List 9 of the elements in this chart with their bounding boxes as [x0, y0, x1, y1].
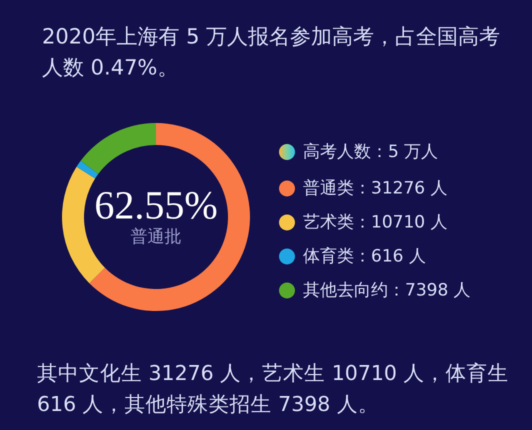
text: 62.55%	[94, 182, 218, 228]
legend-label: 艺术类：10710 人	[303, 212, 448, 232]
legend-label: 普通类：31276 人	[303, 178, 448, 198]
legend-title: 高考人数：5 万人	[303, 142, 438, 162]
legend-label: 其他去向约：7398 人	[303, 280, 471, 300]
legend-label: 体育类：616 人	[303, 246, 426, 266]
text: 普通批	[130, 227, 182, 247]
chart-title: 2020年上海有 5 万人报名参加高考，占全国高考人数 0.47%。	[42, 24, 500, 80]
text: 其中文化生 31276 人，艺术生 10710 人，体育生 616 人，其他特殊类招生 7398 人。	[37, 360, 510, 418]
